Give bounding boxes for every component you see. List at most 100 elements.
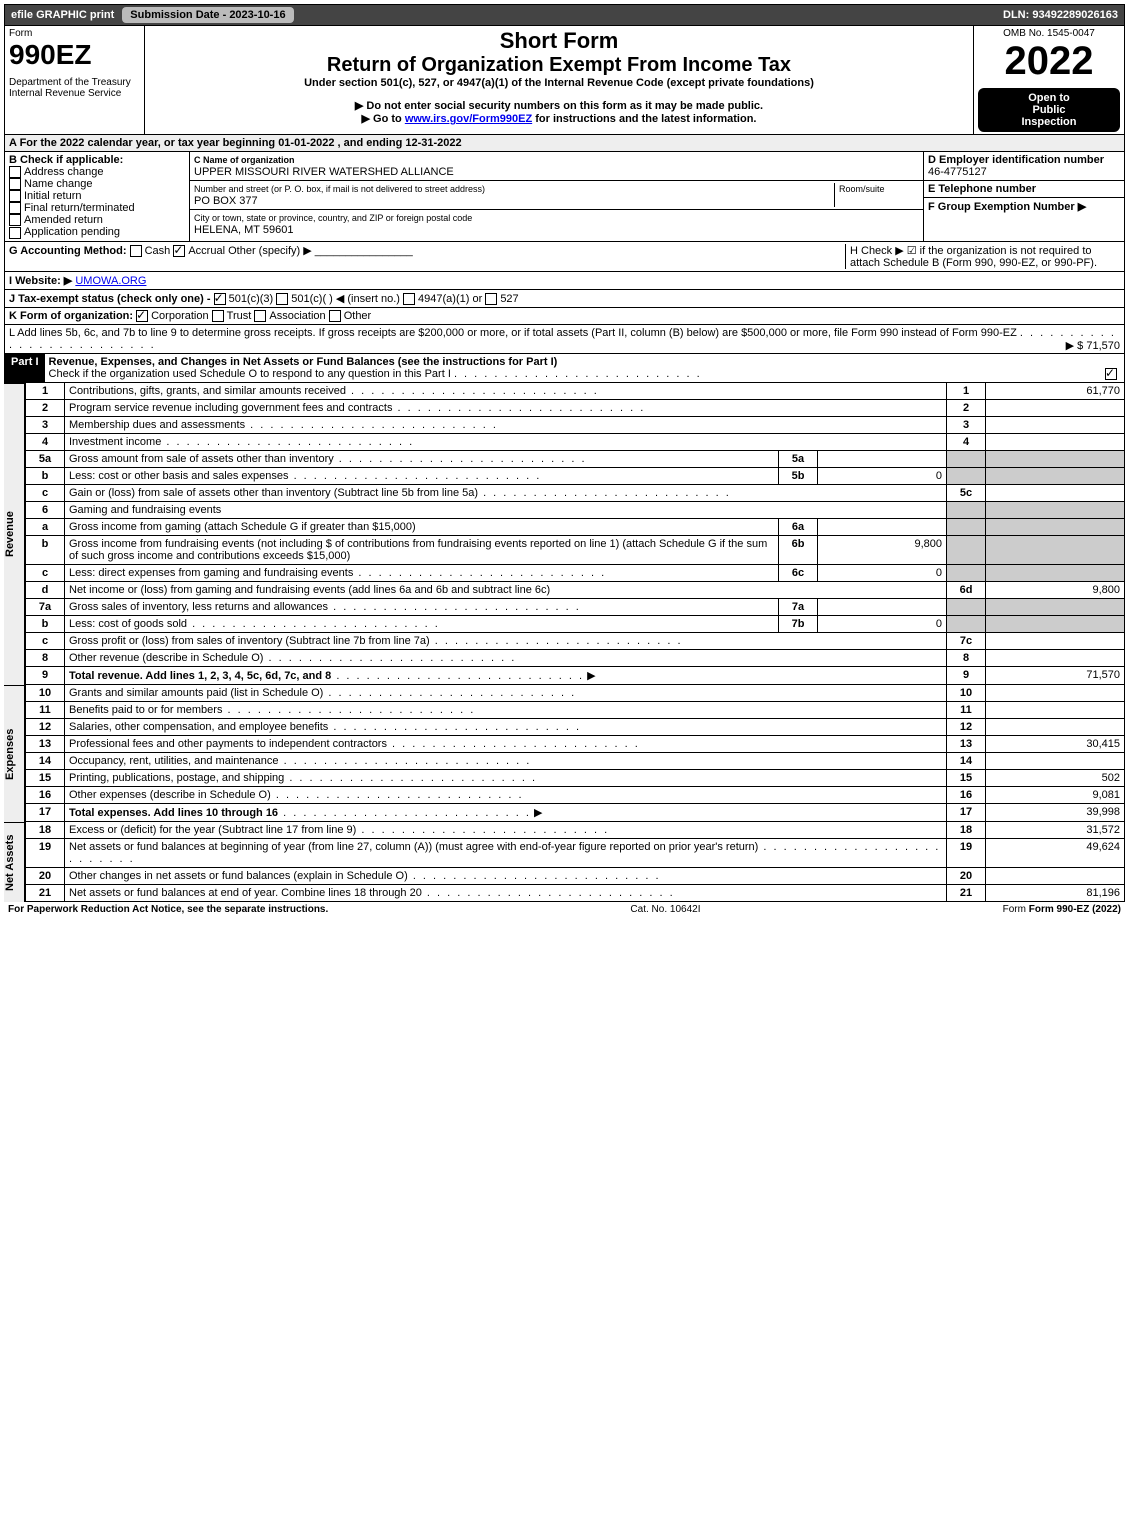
line-6: 6Gaming and fundraising events [26, 501, 1125, 518]
f-label: F Group Exemption Number ▶ [928, 200, 1120, 213]
section-h: H Check ▶ ☑ if the organization is not r… [845, 244, 1120, 269]
revenue-table: 1Contributions, gifts, grants, and simil… [25, 383, 1125, 685]
part1-badge: Part I [5, 354, 45, 382]
expenses-vert-label: Expenses [4, 685, 25, 822]
line-4: 4Investment income4 [26, 433, 1125, 450]
irs-label: Internal Revenue Service [9, 88, 140, 99]
part1-title: Revenue, Expenses, and Changes in Net As… [49, 356, 558, 368]
section-a: A For the 2022 calendar year, or tax yea… [4, 135, 1125, 152]
line-6b: bGross income from fundraising events (n… [26, 535, 1125, 564]
chk-trust[interactable] [212, 310, 224, 322]
expenses-section: Expenses 10Grants and similar amounts pa… [4, 685, 1125, 822]
g-label: G Accounting Method: [9, 245, 127, 257]
org-name: UPPER MISSOURI RIVER WATERSHED ALLIANCE [194, 166, 454, 178]
return-title: Return of Organization Exempt From Incom… [149, 54, 969, 77]
chk-schedule-o[interactable] [1105, 368, 1117, 380]
chk-application-pending[interactable] [9, 227, 21, 239]
submission-date-badge: Submission Date - 2023-10-16 [122, 7, 293, 23]
net-assets-section: Net Assets 18Excess or (deficit) for the… [4, 822, 1125, 902]
page-footer: For Paperwork Reduction Act Notice, see … [4, 902, 1125, 917]
net-assets-vert-label: Net Assets [4, 822, 25, 902]
tax-year: 2022 [978, 39, 1120, 84]
dln-label: DLN: 93492289026163 [997, 5, 1124, 25]
part1-check-line: Check if the organization used Schedule … [49, 368, 451, 380]
goto-line: ▶ Go to www.irs.gov/Form990EZ for instru… [149, 112, 969, 125]
line-1: 1Contributions, gifts, grants, and simil… [26, 383, 1125, 400]
under-section-text: Under section 501(c), 527, or 4947(a)(1)… [149, 77, 969, 89]
form-number: 990EZ [9, 39, 140, 71]
line-17: 17Total expenses. Add lines 10 through 1… [26, 803, 1125, 821]
chk-accrual[interactable] [173, 245, 185, 257]
line-7b: bLess: cost of goods sold7b0 [26, 615, 1125, 632]
line-11: 11Benefits paid to or for members11 [26, 701, 1125, 718]
line-9: 9Total revenue. Add lines 1, 2, 3, 4, 5c… [26, 666, 1125, 684]
line-5a: 5aGross amount from sale of assets other… [26, 450, 1125, 467]
org-address: PO BOX 377 [194, 195, 258, 207]
chk-other-org[interactable] [329, 310, 341, 322]
line-16: 16Other expenses (describe in Schedule O… [26, 786, 1125, 803]
chk-4947[interactable] [403, 293, 415, 305]
line-19: 19Net assets or fund balances at beginni… [26, 838, 1125, 867]
line-10: 10Grants and similar amounts paid (list … [26, 685, 1125, 702]
expenses-table: 10Grants and similar amounts paid (list … [25, 685, 1125, 822]
d-label: D Employer identification number [928, 154, 1120, 166]
section-l: L Add lines 5b, 6c, and 7b to line 9 to … [4, 325, 1125, 354]
form-left-col: Form 990EZ Department of the Treasury In… [5, 26, 145, 134]
line-3: 3Membership dues and assessments3 [26, 416, 1125, 433]
chk-association[interactable] [254, 310, 266, 322]
chk-501c3[interactable] [214, 293, 226, 305]
line-12: 12Salaries, other compensation, and empl… [26, 718, 1125, 735]
website-link[interactable]: UMOWA.ORG [75, 275, 146, 287]
line-2: 2Program service revenue including gover… [26, 399, 1125, 416]
section-b: B Check if applicable: Address change Na… [5, 152, 190, 241]
chk-501c[interactable] [276, 293, 288, 305]
line-13: 13Professional fees and other payments t… [26, 735, 1125, 752]
e-label: E Telephone number [928, 183, 1120, 195]
chk-final-return[interactable] [9, 202, 21, 214]
line-18: 18Excess or (deficit) for the year (Subt… [26, 822, 1125, 839]
no-ssn-line: ▶ Do not enter social security numbers o… [149, 99, 969, 112]
room-label: Room/suite [839, 184, 885, 194]
line-15: 15Printing, publications, postage, and s… [26, 769, 1125, 786]
chk-name-change[interactable] [9, 178, 21, 190]
chk-address-change[interactable] [9, 166, 21, 178]
efile-label: efile GRAPHIC print [5, 5, 120, 25]
line-5c: cGain or (loss) from sale of assets othe… [26, 484, 1125, 501]
section-gh: G Accounting Method: Cash Accrual Other … [4, 242, 1125, 272]
top-bar: efile GRAPHIC print Submission Date - 20… [4, 4, 1125, 26]
line-21: 21Net assets or fund balances at end of … [26, 884, 1125, 901]
form-center-col: Short Form Return of Organization Exempt… [145, 26, 974, 134]
line-5b: bLess: cost or other basis and sales exp… [26, 467, 1125, 484]
section-k: K Form of organization: Corporation Trus… [4, 308, 1125, 325]
irs-link[interactable]: www.irs.gov/Form990EZ [405, 113, 532, 125]
open-to-public-box: Open to Public Inspection [978, 88, 1120, 132]
section-b-title: B Check if applicable: [9, 154, 185, 166]
c-addr-label: Number and street (or P. O. box, if mail… [194, 184, 485, 194]
part1-header: Part I Revenue, Expenses, and Changes in… [4, 354, 1125, 383]
footer-left: For Paperwork Reduction Act Notice, see … [8, 904, 328, 915]
chk-corporation[interactable] [136, 310, 148, 322]
dept-label: Department of the Treasury [9, 77, 140, 88]
ein-value: 46-4775127 [928, 166, 1120, 178]
line-6c: cLess: direct expenses from gaming and f… [26, 564, 1125, 581]
line-6d: dNet income or (loss) from gaming and fu… [26, 581, 1125, 598]
short-form-title: Short Form [149, 28, 969, 54]
chk-amended-return[interactable] [9, 214, 21, 226]
section-def: D Employer identification number 46-4775… [924, 152, 1124, 241]
line-20: 20Other changes in net assets or fund ba… [26, 867, 1125, 884]
revenue-section: Revenue 1Contributions, gifts, grants, a… [4, 383, 1125, 685]
line-7a: 7aGross sales of inventory, less returns… [26, 598, 1125, 615]
form-word: Form [9, 28, 140, 39]
form-header: Form 990EZ Department of the Treasury In… [4, 26, 1125, 135]
line-8: 8Other revenue (describe in Schedule O)8 [26, 649, 1125, 666]
net-assets-table: 18Excess or (deficit) for the year (Subt… [25, 822, 1125, 902]
revenue-vert-label: Revenue [4, 383, 25, 685]
section-j: J Tax-exempt status (check only one) - 5… [4, 290, 1125, 308]
gross-receipts-amount: ▶ $ 71,570 [1066, 339, 1120, 352]
chk-initial-return[interactable] [9, 190, 21, 202]
line-6a: aGross income from gaming (attach Schedu… [26, 518, 1125, 535]
org-city: HELENA, MT 59601 [194, 224, 293, 236]
chk-cash[interactable] [130, 245, 142, 257]
chk-527[interactable] [485, 293, 497, 305]
line-14: 14Occupancy, rent, utilities, and mainte… [26, 752, 1125, 769]
